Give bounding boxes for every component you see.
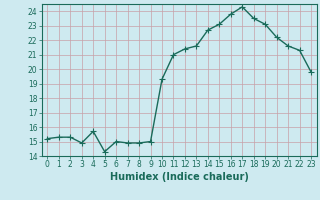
X-axis label: Humidex (Indice chaleur): Humidex (Indice chaleur) <box>110 172 249 182</box>
